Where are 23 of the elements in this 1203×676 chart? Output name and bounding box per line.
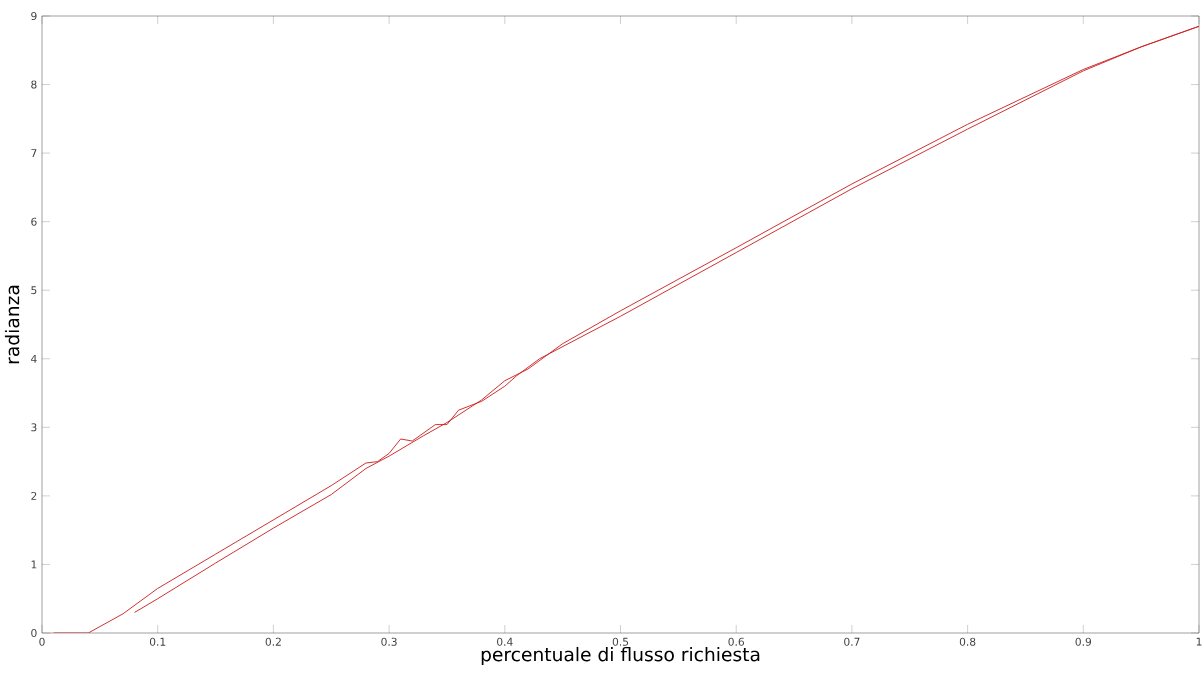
y-axis-title: radianza xyxy=(4,285,20,364)
y-tick-label: 3 xyxy=(31,423,37,432)
x-tick-label: 0.6 xyxy=(728,637,745,646)
x-tick-label: 1 xyxy=(1196,637,1202,646)
x-tick-label: 0.8 xyxy=(959,637,976,646)
y-tick-label: 0 xyxy=(31,628,37,638)
x-tick-label: 0 xyxy=(39,637,45,646)
x-axis-title: percentuale di flusso richiesta xyxy=(481,646,760,666)
x-tick-label: 0.1 xyxy=(149,637,166,646)
x-tick-label: 0.9 xyxy=(1075,637,1092,646)
y-tick-label: 5 xyxy=(31,286,37,295)
x-tick-label: 0.7 xyxy=(844,637,860,646)
y-tick-label: 1 xyxy=(31,560,37,569)
y-tick-label: 4 xyxy=(31,354,37,363)
x-tick-label: 0.2 xyxy=(265,637,281,646)
y-tick-label: 6 xyxy=(31,217,37,226)
x-tick-label: 0.4 xyxy=(497,637,513,646)
y-tick-label: 7 xyxy=(31,149,37,157)
y-tick-label: 2 xyxy=(31,491,37,500)
x-tick-label: 0.5 xyxy=(612,637,629,646)
x-tick-label: 0.3 xyxy=(381,637,397,646)
y-tick-label: 9 xyxy=(31,11,37,21)
y-tick-label: 8 xyxy=(31,80,37,89)
